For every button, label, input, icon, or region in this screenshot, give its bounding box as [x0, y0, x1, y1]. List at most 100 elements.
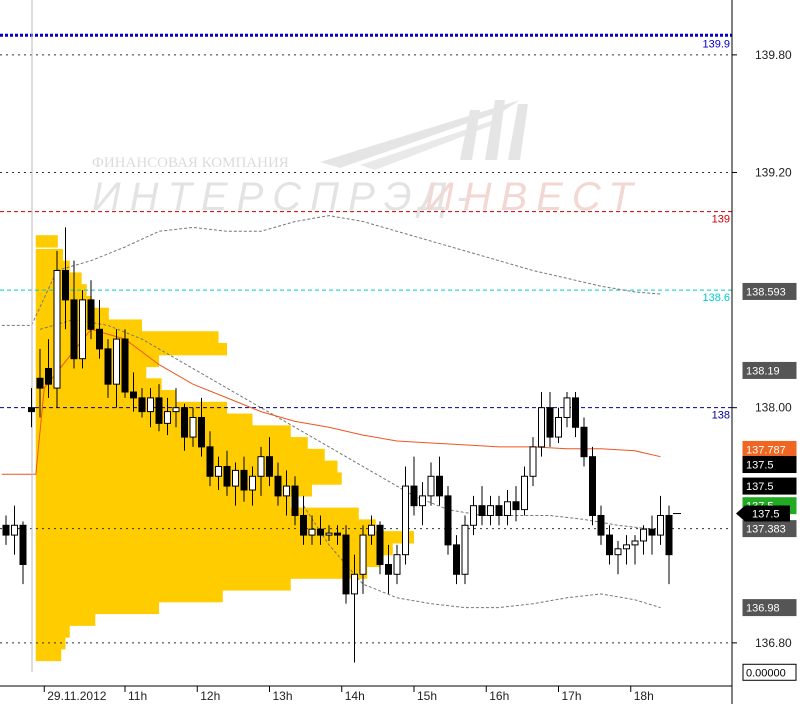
candle	[453, 535, 460, 585]
candle-body-down	[274, 475, 282, 497]
x-tick-label: 18h	[634, 689, 654, 703]
volume-profile-bar	[35, 613, 96, 626]
candle-body-down	[87, 299, 95, 330]
candle-body-up	[113, 338, 120, 385]
x-tick-label: 16h	[489, 689, 509, 703]
candle	[495, 495, 503, 526]
price-tag	[742, 477, 797, 495]
candle-body-up	[283, 485, 290, 497]
candle	[300, 495, 307, 545]
horizontal-levels: 139.9 139 138.6 138	[0, 33, 732, 644]
candle	[96, 299, 103, 359]
candle	[538, 392, 545, 457]
candle-body-down	[317, 528, 324, 536]
candle	[223, 450, 231, 496]
y-tick-label: 136.80	[755, 636, 792, 650]
watermark-logo-bar	[508, 104, 528, 160]
candle	[529, 437, 537, 487]
volume-profile-bar	[35, 637, 66, 650]
candle	[240, 456, 248, 502]
candle	[283, 470, 290, 516]
candle	[521, 466, 528, 516]
candle	[368, 515, 375, 545]
candle-body-down	[444, 495, 452, 546]
candle	[155, 384, 163, 432]
candle-body-down	[385, 563, 392, 575]
candle	[28, 388, 35, 428]
x-axis-ticks: 29.11.2012 11h 12h 13h 14h 15h 16h 17h 18h	[43, 686, 654, 703]
candle	[342, 525, 350, 604]
y-tick-label: 139.20	[755, 165, 792, 179]
candle	[317, 515, 324, 545]
candle-body-down	[376, 524, 384, 565]
price-tag	[742, 456, 797, 474]
candle-body-up	[368, 524, 375, 536]
candle-body-up	[351, 573, 358, 595]
y-tick-label: 138.00	[755, 401, 792, 415]
volume-profile-bar	[35, 542, 393, 556]
volume-profile-bar	[35, 589, 223, 603]
watermark-line1: ФИНАНСОВАЯ КОМПАНИЯ	[92, 155, 289, 171]
candle	[419, 482, 426, 526]
candle-body-up	[614, 548, 622, 556]
candle-body-down	[223, 465, 231, 487]
candle	[104, 339, 112, 398]
candle-body-up	[538, 407, 545, 448]
candle-body-down	[665, 514, 673, 556]
candle	[665, 505, 673, 585]
candle-body-down	[589, 456, 596, 516]
candle-body-down	[580, 426, 588, 458]
candle	[232, 462, 239, 506]
volume-profile-bar	[35, 566, 368, 579]
candle-body-down	[70, 299, 78, 360]
candle	[512, 486, 520, 522]
volume-profile-bar	[35, 578, 291, 591]
candle	[385, 544, 392, 594]
candle-body-up	[359, 534, 367, 575]
candle	[614, 540, 622, 575]
volume-profile-bar	[35, 366, 147, 379]
candle	[410, 456, 418, 516]
candle-body-up	[487, 505, 494, 516]
candle	[334, 525, 341, 545]
volume-profile-bar	[35, 531, 414, 544]
level-label: 138.6	[702, 292, 730, 304]
candle-body-down	[648, 528, 656, 536]
current-price-label: 137.5	[752, 509, 780, 521]
candle-body-down	[495, 505, 503, 516]
candle-body-down	[512, 501, 520, 511]
candle-body-down	[436, 475, 443, 497]
candle-body-up	[172, 407, 180, 413]
candle	[436, 456, 443, 506]
price-tag	[742, 599, 797, 617]
candle	[640, 525, 647, 555]
candle	[623, 535, 630, 565]
current-price-tag	[736, 505, 790, 522]
candle-body-down	[597, 514, 605, 536]
candle-body-down	[606, 534, 613, 556]
candle	[478, 486, 486, 526]
x-tick-label: 11h	[128, 689, 147, 703]
x-tick-label: 13h	[273, 689, 293, 703]
y-tick-label: 139.80	[755, 48, 792, 62]
price-tag-label: 138.593	[746, 286, 786, 298]
price-tag	[742, 282, 797, 300]
candle	[291, 476, 299, 526]
watermark-logo-bar	[460, 110, 480, 160]
candle-body-up	[232, 469, 239, 487]
volume-profile-bar	[35, 295, 92, 309]
candle-body-up	[308, 528, 316, 536]
candle-body-up	[521, 475, 528, 511]
candle	[206, 431, 214, 487]
price-tag-label: 137.383	[746, 524, 786, 536]
y-axis-ticks: 139.80 139.20 138.00 136.80	[732, 48, 792, 650]
candle	[359, 525, 367, 594]
candle	[631, 535, 639, 565]
candle	[70, 260, 78, 369]
candle	[589, 446, 596, 526]
volume-profile-bar	[35, 648, 62, 662]
watermark-line2b: ИНВЕСТ	[425, 175, 642, 219]
candle-body-up	[11, 524, 18, 536]
candle	[376, 521, 384, 575]
candle	[487, 495, 494, 526]
